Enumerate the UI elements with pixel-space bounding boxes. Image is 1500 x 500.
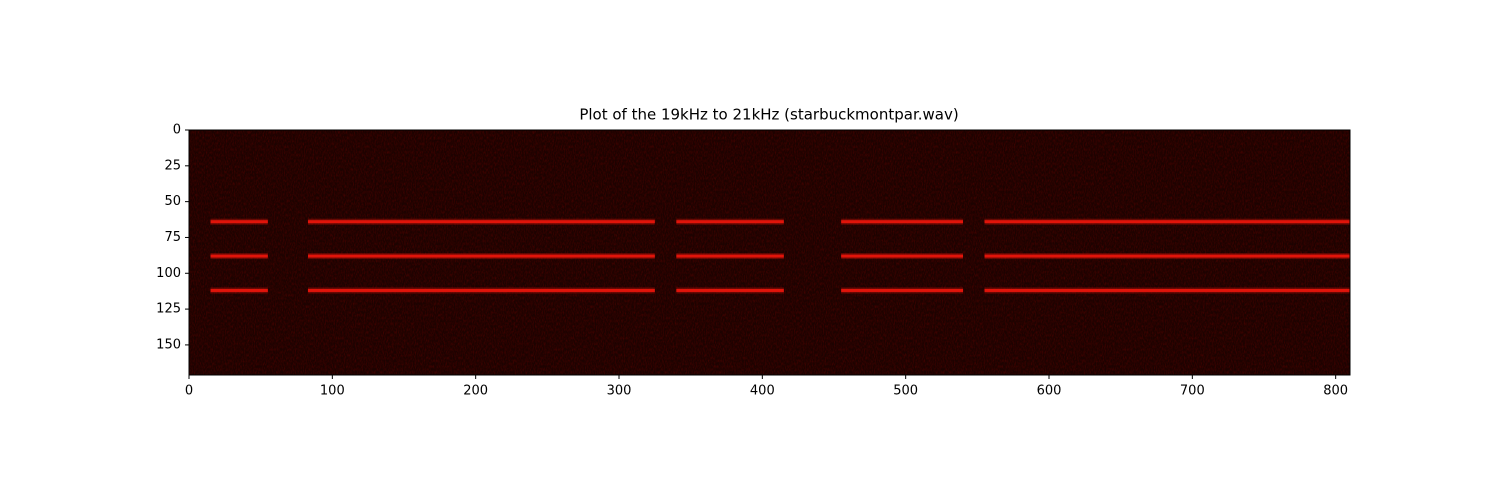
- band: [676, 254, 784, 258]
- y-tick-label: 125: [156, 302, 181, 317]
- image-noise: [189, 130, 1350, 375]
- x-tick-label: 0: [185, 384, 193, 399]
- band: [210, 254, 268, 258]
- band: [307, 254, 655, 258]
- band: [984, 288, 1350, 292]
- band: [307, 288, 655, 292]
- band: [841, 254, 963, 258]
- y-tick-label: 150: [156, 337, 181, 352]
- y-tick-label: 100: [156, 266, 181, 281]
- band: [984, 254, 1350, 258]
- band: [841, 220, 963, 224]
- band: [210, 288, 268, 292]
- x-tick-label: 100: [320, 384, 345, 399]
- band: [984, 220, 1350, 224]
- x-tick-label: 400: [750, 384, 775, 399]
- band: [676, 220, 784, 224]
- y-tick-label: 50: [164, 194, 181, 209]
- chart-title: Plot of the 19kHz to 21kHz (starbuckmont…: [579, 106, 958, 124]
- x-tick-label: 800: [1323, 384, 1348, 399]
- plot-frame: [188, 129, 1351, 376]
- x-tick-label: 500: [893, 384, 918, 399]
- band: [210, 220, 268, 224]
- x-tick-label: 600: [1037, 384, 1062, 399]
- y-tick-label: 0: [173, 123, 181, 138]
- x-tick-label: 700: [1180, 384, 1205, 399]
- band: [307, 220, 655, 224]
- x-tick-label: 200: [463, 384, 488, 399]
- band: [676, 288, 784, 292]
- x-tick-label: 300: [607, 384, 632, 399]
- y-tick-label: 25: [164, 158, 181, 173]
- band: [841, 288, 963, 292]
- y-tick-label: 75: [164, 230, 181, 245]
